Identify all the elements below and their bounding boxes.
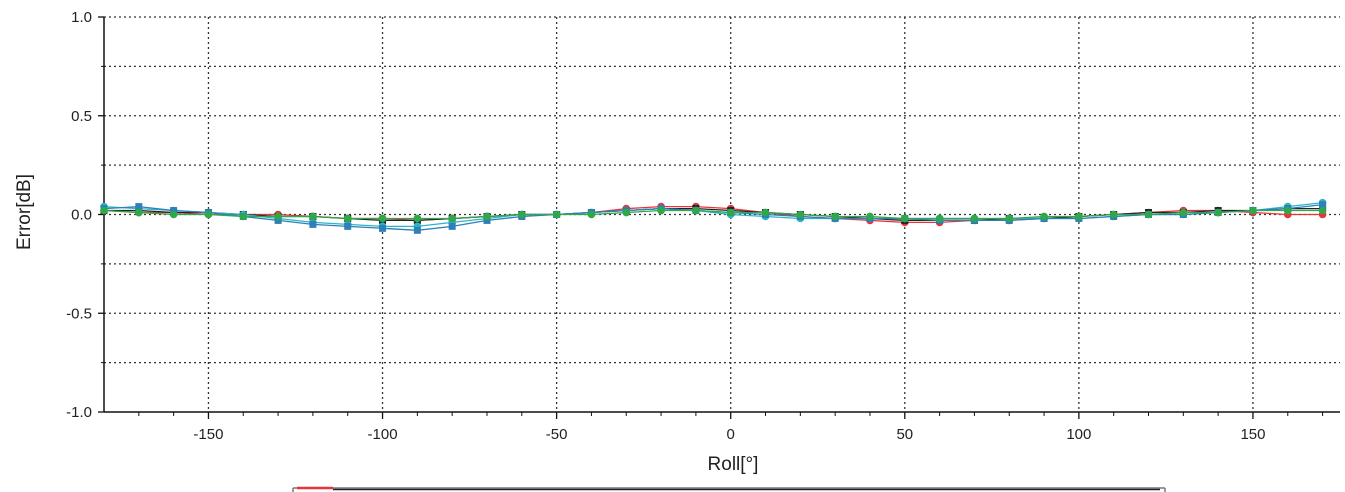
- data-point: [483, 216, 491, 224]
- data-point: [309, 212, 317, 221]
- data-point: [344, 222, 352, 230]
- data-point: [761, 208, 770, 217]
- data-point: [1075, 212, 1083, 221]
- data-point: [448, 214, 456, 223]
- data-point: [343, 214, 352, 223]
- y-tick-label: -1.0: [66, 404, 92, 421]
- data-point: [866, 212, 874, 221]
- data-point: [831, 212, 839, 221]
- x-tick-label: 0: [727, 426, 735, 443]
- y-tick-label: 0.5: [71, 108, 92, 125]
- axes: [98, 16, 1340, 419]
- series-line: [103, 203, 1323, 231]
- data-point: [413, 226, 421, 234]
- data-point: [796, 210, 805, 219]
- series-line: [103, 209, 1323, 220]
- data-point: [170, 207, 178, 215]
- x-tick-label: -100: [368, 426, 398, 443]
- data-point: [726, 208, 735, 217]
- data-point: [169, 210, 178, 219]
- x-tick-label: -150: [193, 426, 223, 443]
- data-point: [274, 212, 282, 221]
- data-point: [100, 206, 108, 215]
- x-axis-label: Roll[°]: [708, 454, 759, 475]
- data-point: [1005, 214, 1014, 223]
- data-point: [135, 208, 143, 217]
- data-point: [587, 210, 596, 219]
- x-tick-label: -50: [546, 426, 568, 443]
- data-point: [1109, 210, 1118, 219]
- data-point: [970, 214, 979, 223]
- y-tick-label: 0.0: [71, 207, 92, 224]
- series-group: [100, 198, 1327, 234]
- data-point: [622, 208, 631, 217]
- data-point: [1144, 210, 1153, 219]
- data-point: [518, 210, 526, 219]
- data-point: [935, 214, 944, 223]
- data-point: [274, 216, 282, 224]
- data-point: [552, 210, 561, 219]
- data-point: [1040, 212, 1048, 221]
- data-point: [448, 222, 456, 230]
- x-tick-label: 100: [1066, 426, 1091, 443]
- data-point: [1249, 206, 1257, 215]
- data-point: [1318, 206, 1327, 215]
- data-point: [900, 214, 909, 223]
- data-point: [204, 210, 213, 219]
- tick-labels: -1.0 -0.5 0.0 0.5 1.0 -150 -100 -50 0 50 100 150: [66, 9, 1265, 443]
- data-point: [239, 212, 248, 221]
- data-point: [1179, 208, 1188, 217]
- data-point: [1319, 201, 1327, 209]
- data-point: [1283, 206, 1292, 215]
- y-axis-label: Error[dB]: [14, 174, 35, 250]
- data-point: [379, 224, 387, 232]
- x-tick-label: 150: [1240, 426, 1265, 443]
- series-4: [100, 206, 1327, 223]
- data-point: [135, 203, 143, 211]
- y-tick-label: -0.5: [66, 305, 92, 322]
- legend: [292, 486, 1166, 492]
- data-point: [483, 212, 491, 221]
- y-tick-label: 1.0: [71, 9, 92, 26]
- data-point: [657, 206, 665, 215]
- data-point: [1214, 208, 1222, 217]
- data-point: [692, 206, 700, 215]
- data-point: [309, 220, 317, 228]
- series-3: [100, 201, 1327, 234]
- x-tick-label: 50: [896, 426, 913, 443]
- data-point: [378, 214, 387, 223]
- data-point: [413, 214, 422, 223]
